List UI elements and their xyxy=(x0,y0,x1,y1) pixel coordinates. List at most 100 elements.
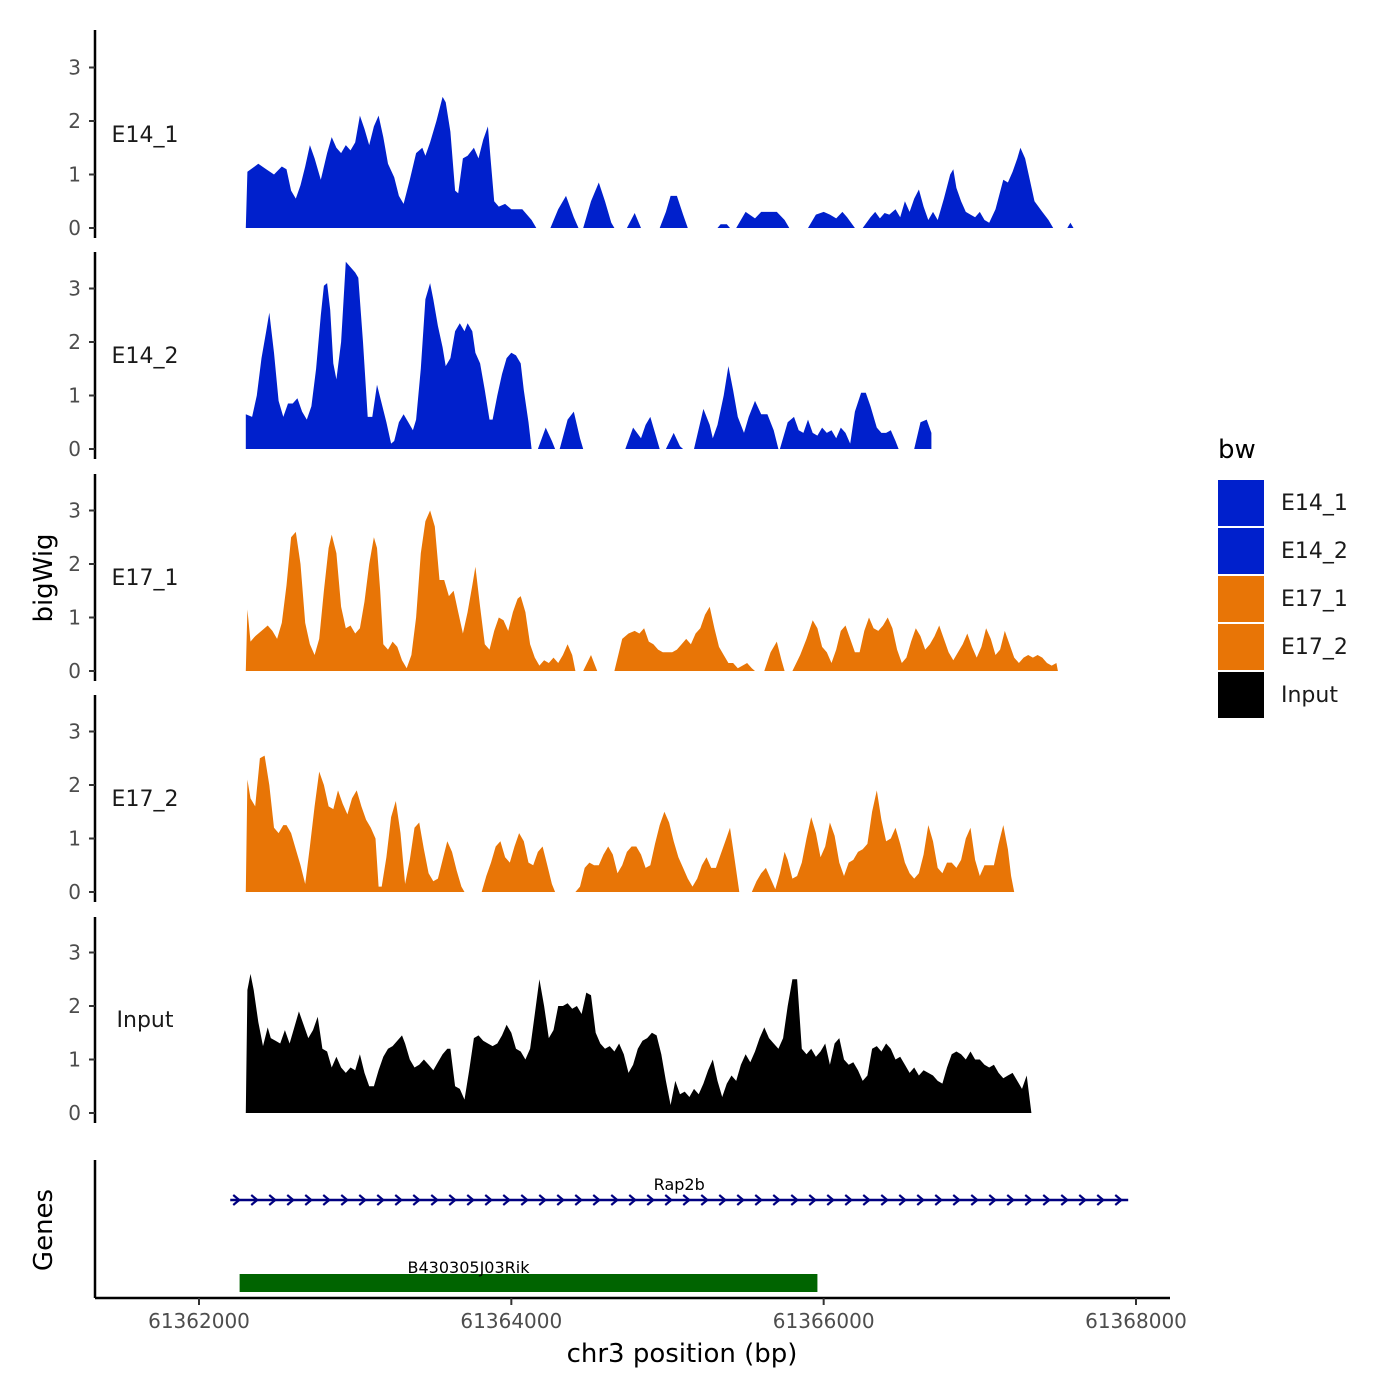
track-E14_1: 0 1 2 3 E14_1 xyxy=(68,30,1074,240)
strand-arrow xyxy=(1006,1194,1015,1206)
strand-arrow xyxy=(628,1194,637,1206)
legend: bw E14_1 E14_2 E17_1 E17_2 Input xyxy=(1218,435,1348,718)
strand-arrow xyxy=(664,1194,673,1206)
strand-arrow xyxy=(232,1194,241,1206)
strand-arrow xyxy=(340,1194,349,1206)
legend-swatch xyxy=(1218,480,1264,526)
strand-arrow xyxy=(862,1194,871,1206)
coverage-area-E17_1 xyxy=(245,510,1058,671)
y-tick-label: 3 xyxy=(68,720,81,744)
strand-arrow xyxy=(736,1194,745,1206)
y-tick-label: 3 xyxy=(68,277,81,301)
y-tick-label: 3 xyxy=(68,56,81,80)
y-tick-label: 2 xyxy=(68,994,81,1018)
strand-arrow xyxy=(772,1194,781,1206)
strand-arrow xyxy=(394,1194,403,1206)
track-label: E17_2 xyxy=(112,787,179,812)
strand-arrow xyxy=(880,1194,889,1206)
y-tick-label: 1 xyxy=(68,163,81,187)
y-tick-label: 2 xyxy=(68,552,81,576)
y-tick-label: 2 xyxy=(68,109,81,133)
track-E17_1: 0 1 2 3 E17_1 xyxy=(68,474,1058,683)
strand-arrow xyxy=(610,1194,619,1206)
y-tick-label: 2 xyxy=(68,330,81,354)
track-Input: 0 1 2 3 Input xyxy=(68,917,1032,1125)
strand-arrow xyxy=(574,1194,583,1206)
strand-arrow xyxy=(502,1194,511,1206)
strand-arrow xyxy=(448,1194,457,1206)
y-tick-label: 2 xyxy=(68,773,81,797)
coverage-area-Input xyxy=(245,973,1032,1113)
strand-arrow xyxy=(934,1194,943,1206)
strand-arrow xyxy=(430,1194,439,1206)
y-tick-label: 1 xyxy=(68,827,81,851)
strand-arrow xyxy=(412,1194,421,1206)
strand-arrow xyxy=(826,1194,835,1206)
strand-arrow xyxy=(988,1194,997,1206)
genes-axis-title: Genes xyxy=(29,1189,59,1271)
legend-item: E17_1 xyxy=(1218,576,1348,622)
track-label: E14_1 xyxy=(112,123,179,148)
y-tick-label: 3 xyxy=(68,499,81,523)
gene-Rap2b: Rap2b xyxy=(230,1175,1129,1206)
track-E17_2: 0 1 2 3 E17_2 xyxy=(68,695,1015,904)
y-tick-label: 0 xyxy=(68,1101,81,1125)
x-axis-title: chr3 position (bp) xyxy=(567,1339,798,1369)
gene-B430305J03Rik: B430305J03Rik xyxy=(239,1258,818,1292)
coverage-tracks: 0 1 2 3 E14_1 0 1 2 3 E14_2 0 1 2 3 E17_1 0 1 2 3 E17_2 0 1 2 3… xyxy=(68,30,1074,1125)
x-tick-label: 61366000 xyxy=(773,1309,875,1333)
legend-swatch xyxy=(1218,672,1264,718)
y-tick-label: 1 xyxy=(68,384,81,408)
y-tick-label: 0 xyxy=(68,216,81,240)
coverage-area-E14_1 xyxy=(245,96,1074,229)
strand-arrow xyxy=(466,1194,475,1206)
coverage-area-E14_2 xyxy=(245,261,932,449)
strand-arrow xyxy=(898,1194,907,1206)
strand-arrow xyxy=(268,1194,277,1206)
y-tick-label: 3 xyxy=(68,941,81,965)
legend-swatch xyxy=(1218,624,1264,670)
legend-label: E14_1 xyxy=(1281,491,1348,516)
legend-swatch xyxy=(1218,528,1264,574)
gene-body xyxy=(239,1274,818,1292)
track-E14_2: 0 1 2 3 E14_2 xyxy=(68,252,932,461)
strand-arrow xyxy=(538,1194,547,1206)
strand-arrow xyxy=(790,1194,799,1206)
legend-title: bw xyxy=(1218,435,1256,465)
strand-arrow xyxy=(322,1194,331,1206)
strand-arrow xyxy=(844,1194,853,1206)
strand-arrow xyxy=(754,1194,763,1206)
coverage-area-E17_2 xyxy=(245,755,1015,892)
track-label: Input xyxy=(117,1008,174,1033)
strand-arrow xyxy=(682,1194,691,1206)
strand-arrow xyxy=(1096,1194,1105,1206)
y-tick-label: 0 xyxy=(68,659,81,683)
y-tick-label: 0 xyxy=(68,437,81,461)
strand-arrow xyxy=(970,1194,979,1206)
strand-arrow xyxy=(484,1194,493,1206)
strand-arrow xyxy=(358,1194,367,1206)
legend-item: E14_1 xyxy=(1218,480,1348,526)
strand-arrow xyxy=(286,1194,295,1206)
y-tick-label: 1 xyxy=(68,1048,81,1072)
x-axis: 61362000 61364000 61366000 61368000 xyxy=(95,1296,1187,1333)
strand-arrow xyxy=(646,1194,655,1206)
strand-arrow xyxy=(1042,1194,1051,1206)
y-tick-label: 1 xyxy=(68,606,81,630)
legend-item: Input xyxy=(1218,672,1338,718)
legend-label: Input xyxy=(1281,683,1338,708)
strand-arrow xyxy=(250,1194,259,1206)
strand-arrow xyxy=(592,1194,601,1206)
strand-arrow xyxy=(520,1194,529,1206)
legend-item: E14_2 xyxy=(1218,528,1348,574)
strand-arrow xyxy=(304,1194,313,1206)
y-tick-label: 0 xyxy=(68,880,81,904)
strand-arrow xyxy=(808,1194,817,1206)
strand-arrow xyxy=(556,1194,565,1206)
x-tick-label: 61368000 xyxy=(1085,1309,1187,1333)
strand-arrow xyxy=(952,1194,961,1206)
legend-item: E17_2 xyxy=(1218,624,1348,670)
legend-label: E17_2 xyxy=(1281,635,1348,660)
genes-panel: Rap2b B430305J03Rik xyxy=(93,1160,1129,1298)
